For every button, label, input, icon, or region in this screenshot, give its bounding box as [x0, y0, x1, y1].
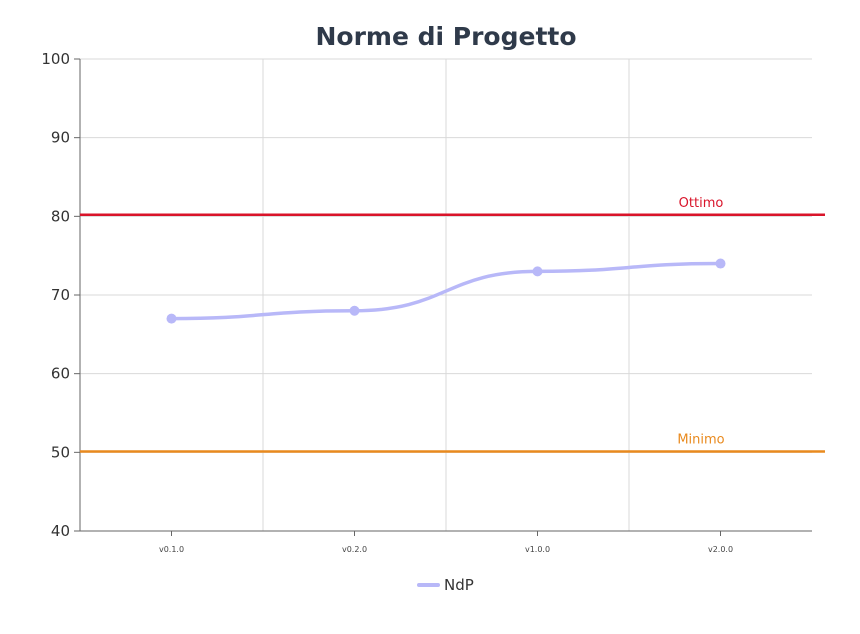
y-tick-label: 40	[51, 522, 70, 540]
data-point[interactable]	[715, 258, 726, 269]
x-tick-label: v0.2.0	[342, 545, 367, 554]
x-tick-label: v0.1.0	[159, 545, 184, 554]
data-point[interactable]	[166, 313, 177, 324]
y-tick-label: 90	[51, 129, 70, 147]
y-tick-label: 60	[51, 365, 70, 383]
chart-title: Norme di Progetto	[315, 22, 576, 51]
y-tick-label: 70	[51, 286, 70, 304]
y-tick-label: 50	[51, 443, 70, 461]
y-tick-label: 100	[41, 50, 70, 68]
data-point[interactable]	[349, 305, 360, 316]
x-tick-label: v1.0.0	[525, 545, 550, 554]
y-tick-label: 80	[51, 207, 70, 225]
legend-label: NdP	[444, 576, 474, 594]
x-tick-label: v2.0.0	[708, 545, 733, 554]
series-line-ndp	[169, 261, 723, 321]
reference-label-ottimo: Ottimo	[679, 196, 724, 211]
reference-label-minimo: Minimo	[677, 433, 724, 448]
data-point[interactable]	[532, 266, 543, 277]
